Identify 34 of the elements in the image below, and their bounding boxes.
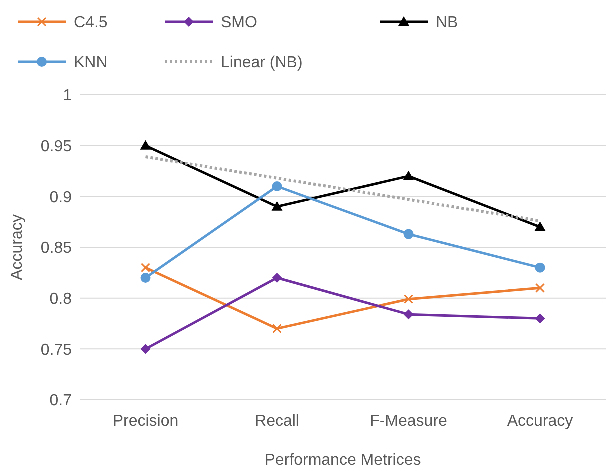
point xyxy=(404,229,414,240)
legend-label: C4.5 xyxy=(74,14,108,32)
x-tick-label: Accuracy xyxy=(507,413,574,430)
point xyxy=(272,201,283,211)
y-tick-label: 0.75 xyxy=(40,342,72,359)
point xyxy=(141,263,150,273)
x-tick-label: Recall xyxy=(255,413,300,430)
y-tick-label: 0.9 xyxy=(50,189,72,206)
x-tick-label: Precision xyxy=(112,413,179,430)
point xyxy=(272,182,282,192)
point xyxy=(535,314,546,324)
legend-label: Linear (NB) xyxy=(221,54,303,72)
point xyxy=(272,273,282,283)
legend-label: KNN xyxy=(74,54,108,72)
point xyxy=(534,222,546,232)
point xyxy=(140,140,152,150)
point xyxy=(403,170,414,180)
point xyxy=(404,310,414,320)
x-tick-label: F-Measure xyxy=(370,413,448,430)
point xyxy=(536,283,545,293)
legend-label: SMO xyxy=(221,14,258,32)
y-tick-label: 0.85 xyxy=(40,240,72,258)
point xyxy=(272,324,282,334)
point xyxy=(140,273,151,283)
legend-label: NB xyxy=(436,14,458,32)
y-axis-title: Accuracy xyxy=(9,214,26,280)
point xyxy=(535,262,546,273)
y-tick-label: 0.95 xyxy=(40,138,72,156)
point xyxy=(140,344,151,354)
x-axis-title: Performance Metrices xyxy=(264,452,422,469)
y-tick-label: 0.8 xyxy=(50,290,72,308)
point xyxy=(404,294,414,304)
y-tick-label: 0.7 xyxy=(50,392,72,410)
y-tick-label: 1 xyxy=(63,88,72,105)
